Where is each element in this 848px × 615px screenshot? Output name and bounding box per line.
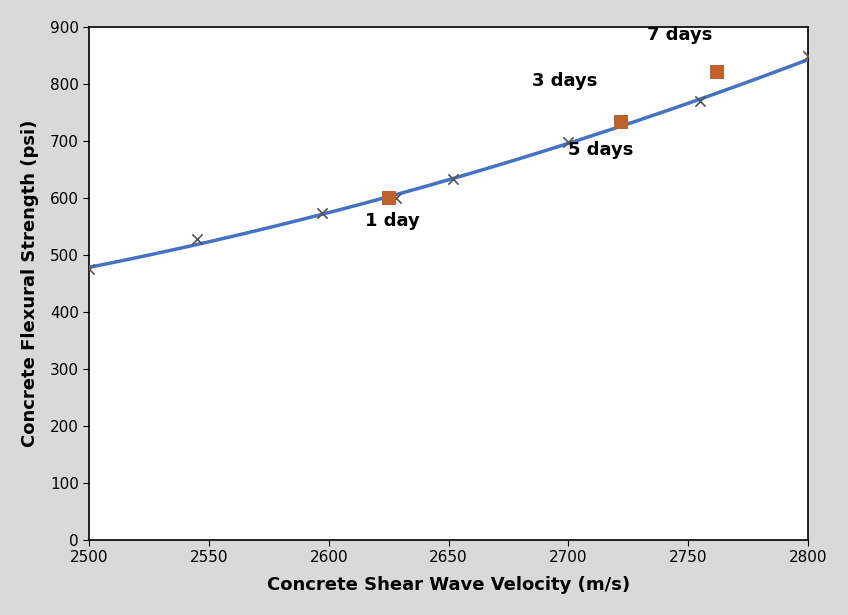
Point [315,208,328,218]
Text: 7 days: 7 days [647,26,713,44]
Point [710,68,723,77]
Point [561,138,575,148]
X-axis label: Concrete Shear Wave Velocity (m/s): Concrete Shear Wave Velocity (m/s) [267,576,630,594]
Point [694,96,707,106]
Point [382,193,395,203]
Text: 3 days: 3 days [533,71,598,90]
Point [801,52,815,62]
Point [447,174,460,184]
Point [82,264,96,274]
Point [190,234,204,244]
Point [389,193,403,203]
Text: 5 days: 5 days [568,141,633,159]
Y-axis label: Concrete Flexural Strength (psi): Concrete Flexural Strength (psi) [21,119,39,447]
Point [614,117,628,127]
Text: 1 day: 1 day [365,212,420,230]
